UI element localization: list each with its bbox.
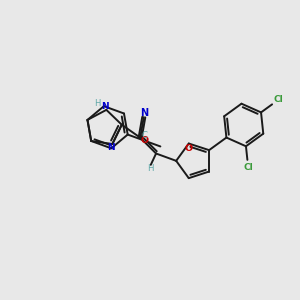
Text: Cl: Cl [274, 95, 283, 104]
Text: H: H [147, 164, 154, 173]
Text: Cl: Cl [243, 163, 253, 172]
Text: N: N [101, 101, 109, 110]
Text: C: C [141, 131, 147, 140]
Text: N: N [107, 143, 115, 152]
Text: N: N [140, 108, 148, 118]
Text: O: O [141, 136, 149, 146]
Text: O: O [185, 144, 193, 153]
Text: H: H [94, 99, 100, 108]
